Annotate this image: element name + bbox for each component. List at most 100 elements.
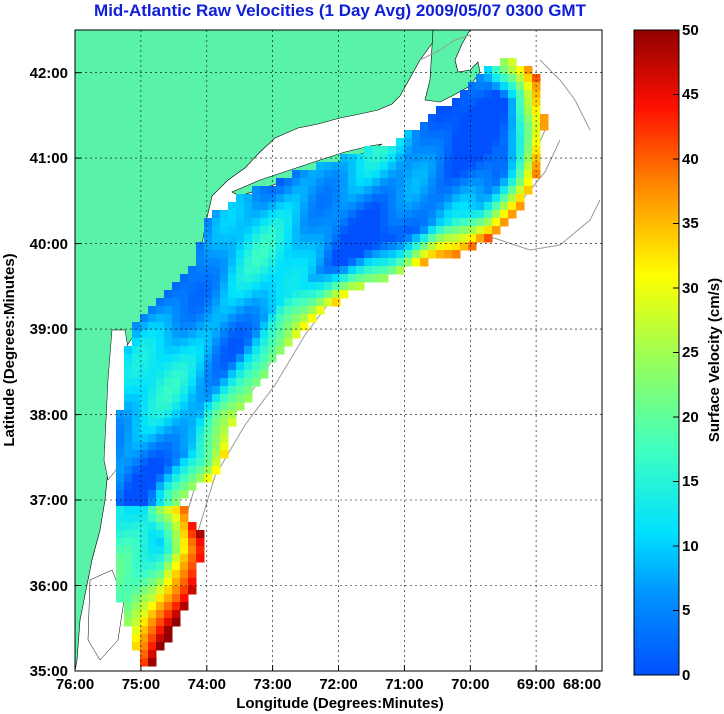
y-tick-label: 38:00 (30, 407, 68, 424)
velocity-cell (316, 202, 325, 211)
velocity-cell (252, 346, 261, 355)
velocity-cell (292, 186, 301, 195)
velocity-cell (332, 282, 341, 291)
velocity-cell (524, 74, 533, 83)
velocity-cell (156, 610, 165, 619)
velocity-cell (340, 194, 349, 203)
velocity-cell (212, 394, 221, 403)
velocity-cell (132, 346, 141, 355)
velocity-cell (196, 370, 205, 379)
velocity-cell (356, 282, 365, 291)
velocity-cell (436, 122, 445, 131)
velocity-cell (164, 434, 173, 443)
velocity-cell (396, 186, 405, 195)
velocity-cell (340, 290, 349, 299)
velocity-cell (452, 218, 461, 227)
velocity-cell (348, 274, 357, 283)
velocity-cell (324, 234, 333, 243)
velocity-cell (188, 434, 197, 443)
velocity-cell (236, 282, 245, 291)
velocity-cell (148, 314, 157, 323)
velocity-cell (196, 338, 205, 347)
velocity-cell (428, 250, 437, 259)
velocity-cell (460, 130, 469, 139)
velocity-cell (172, 514, 181, 523)
velocity-cell (252, 234, 261, 243)
velocity-cell (228, 338, 237, 347)
velocity-cell (164, 602, 173, 611)
velocity-cell (420, 130, 429, 139)
velocity-cell (116, 482, 125, 491)
velocity-cell (228, 314, 237, 323)
velocity-cell (148, 594, 157, 603)
velocity-cell (196, 426, 205, 435)
velocity-cell (508, 82, 517, 91)
velocity-cell (452, 122, 461, 131)
velocity-cell (516, 194, 525, 203)
velocity-cell (148, 330, 157, 339)
velocity-cell (308, 194, 317, 203)
velocity-cell (180, 354, 189, 363)
velocity-cell (140, 578, 149, 587)
velocity-cell (156, 506, 165, 515)
velocity-cell (164, 298, 173, 307)
velocity-cell (468, 122, 477, 131)
velocity-cell (324, 274, 333, 283)
velocity-cell (156, 330, 165, 339)
velocity-cell (516, 186, 525, 195)
velocity-cell (460, 146, 469, 155)
velocity-cell (428, 114, 437, 123)
velocity-cell (308, 274, 317, 283)
velocity-cell (332, 186, 341, 195)
velocity-cell (316, 186, 325, 195)
velocity-cell (300, 314, 309, 323)
velocity-cell (172, 282, 181, 291)
velocity-cell (132, 442, 141, 451)
velocity-cell (156, 442, 165, 451)
velocity-cell (396, 162, 405, 171)
velocity-cell (508, 98, 517, 107)
velocity-cell (180, 282, 189, 291)
velocity-cell (484, 138, 493, 147)
velocity-cell (284, 338, 293, 347)
colorbar-tick-label: 0 (682, 667, 690, 684)
velocity-cell (212, 274, 221, 283)
velocity-cell (148, 442, 157, 451)
velocity-cell (284, 210, 293, 219)
velocity-cell (132, 554, 141, 563)
velocity-cell (212, 306, 221, 315)
velocity-cell (252, 194, 261, 203)
velocity-cell (172, 346, 181, 355)
velocity-cell (276, 322, 285, 331)
velocity-cell (484, 82, 493, 91)
velocity-cell (252, 186, 261, 195)
velocity-cell (428, 210, 437, 219)
velocity-cell (236, 394, 245, 403)
velocity-cell (148, 474, 157, 483)
velocity-cell (452, 186, 461, 195)
velocity-cell (404, 202, 413, 211)
velocity-cell (524, 114, 533, 123)
velocity-cell (484, 66, 493, 75)
velocity-cell (468, 138, 477, 147)
velocity-cell (292, 250, 301, 259)
velocity-cell (508, 170, 517, 179)
velocity-cell (220, 226, 229, 235)
velocity-cell (124, 442, 133, 451)
velocity-cell (300, 298, 309, 307)
velocity-cell (156, 522, 165, 531)
velocity-cell (364, 266, 373, 275)
velocity-cell (156, 482, 165, 491)
velocity-cell (260, 282, 269, 291)
velocity-cell (164, 490, 173, 499)
velocity-cell (220, 266, 229, 275)
velocity-cell (428, 242, 437, 251)
colorbar-tick-label: 50 (682, 22, 699, 39)
velocity-cell (172, 290, 181, 299)
velocity-cell (276, 258, 285, 267)
velocity-cell (204, 370, 213, 379)
velocity-cell (420, 162, 429, 171)
velocity-cell (236, 314, 245, 323)
velocity-cell (452, 98, 461, 107)
velocity-cell (508, 138, 517, 147)
